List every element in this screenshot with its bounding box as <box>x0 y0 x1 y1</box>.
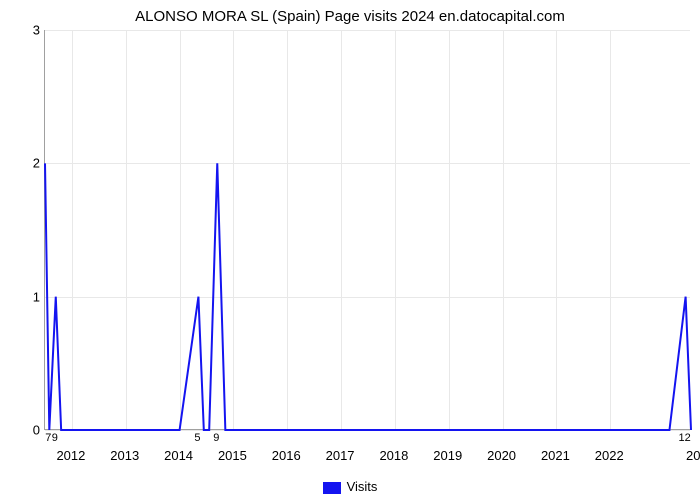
x-tick-label: 2018 <box>379 448 408 463</box>
data-point-label: 9 <box>213 432 219 444</box>
x-tick-label: 202 <box>686 448 700 463</box>
x-tick-label: 2013 <box>110 448 139 463</box>
y-tick-label: 1 <box>10 289 40 304</box>
data-point-label: 12 <box>678 432 690 444</box>
x-tick-label: 2016 <box>272 448 301 463</box>
x-tick-label: 2014 <box>164 448 193 463</box>
chart-container: ALONSO MORA SL (Spain) Page visits 2024 … <box>0 0 700 500</box>
x-tick-label: 2021 <box>541 448 570 463</box>
x-tick-label: 2020 <box>487 448 516 463</box>
x-tick-label: 2017 <box>326 448 355 463</box>
data-point-label: 9 <box>52 432 58 444</box>
x-tick-label: 2012 <box>56 448 85 463</box>
y-tick-label: 2 <box>10 156 40 171</box>
data-point-label: 7 <box>45 432 51 444</box>
data-point-label: 5 <box>194 432 200 444</box>
x-tick-label: 2022 <box>595 448 624 463</box>
plot-area <box>44 30 690 430</box>
legend-label: Visits <box>347 479 378 494</box>
x-tick-label: 2015 <box>218 448 247 463</box>
y-tick-label: 3 <box>10 23 40 38</box>
legend: Visits <box>0 479 700 494</box>
chart-title: ALONSO MORA SL (Spain) Page visits 2024 … <box>0 8 700 25</box>
series-line <box>45 30 691 430</box>
x-tick-label: 2019 <box>433 448 462 463</box>
legend-swatch <box>323 482 341 494</box>
y-tick-label: 0 <box>10 423 40 438</box>
